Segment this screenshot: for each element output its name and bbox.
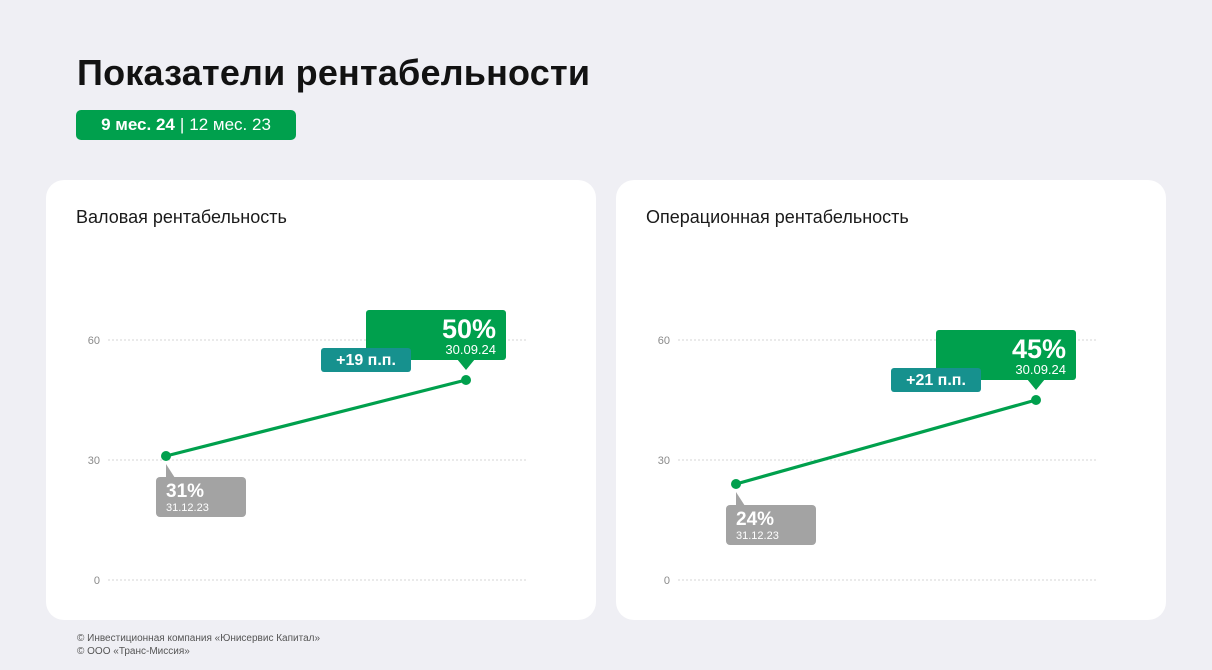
end-callout [936, 330, 1076, 380]
start-callout [726, 505, 816, 545]
data-point [731, 479, 741, 489]
data-point [1031, 395, 1041, 405]
change-badge-label: +19 п.п. [336, 352, 396, 369]
chart-title: Валовая рентабельность [76, 207, 287, 227]
series-line [164, 378, 468, 458]
gross-margin-card: Валовая рентабельность 0 30 60 31% 31.12.23 5… [46, 180, 596, 620]
start-date-label: 31.12.23 [166, 502, 209, 514]
end-date-label: 30.09.24 [445, 342, 496, 357]
y-tick-label: 60 [88, 335, 100, 347]
end-callout [366, 310, 506, 360]
y-tick-label: 0 [664, 575, 670, 587]
end-date-label: 30.09.24 [1015, 362, 1066, 377]
series-line [734, 398, 1038, 486]
y-tick-label: 30 [658, 455, 670, 467]
data-point [161, 451, 171, 461]
change-badge [891, 368, 981, 392]
change-badge-label: +21 п.п. [906, 372, 966, 389]
y-tick-label: 60 [658, 335, 670, 347]
end-callout-pointer [457, 359, 475, 370]
start-callout [156, 477, 246, 517]
start-value-label: 24% [736, 509, 774, 530]
end-value-label: 45% [1012, 334, 1066, 364]
period-previous: 12 мес. 23 [189, 115, 271, 134]
start-date-label: 31.12.23 [736, 530, 779, 542]
gross-margin-chart: 0 30 60 31%31.12.23 50%30.09.24 +19 п.п. [88, 310, 528, 587]
start-value-label: 31% [166, 481, 204, 502]
period-separator: | [179, 115, 185, 134]
chart-title: Операционная рентабельность [646, 207, 909, 227]
start-callout-pointer [166, 464, 175, 478]
page-title: Показатели рентабельности [77, 52, 591, 93]
footer-line: © ООО «Транс-Миссия» [77, 646, 190, 657]
period-current: 9 мес. 24 [101, 115, 175, 134]
data-point [461, 375, 471, 385]
y-tick-label: 0 [94, 575, 100, 587]
end-callout-pointer [1027, 379, 1045, 390]
y-tick-label: 30 [88, 455, 100, 467]
footer-line: © Инвестиционная компания «Юнисервис Кап… [77, 633, 321, 644]
operating-margin-chart: 0 30 60 24%31.12.23 45%30.09.24 +21 п.п. [658, 330, 1098, 587]
footer: © Инвестиционная компания «Юнисервис Кап… [77, 632, 320, 658]
change-badge [321, 348, 411, 372]
start-callout-pointer [736, 492, 745, 506]
end-value-label: 50% [442, 314, 496, 344]
operating-margin-card: Операционная рентабельность 0 30 60 24% 31.1… [616, 180, 1166, 620]
period-badge: 9 мес. 24 | 12 мес. 23 [76, 110, 296, 140]
